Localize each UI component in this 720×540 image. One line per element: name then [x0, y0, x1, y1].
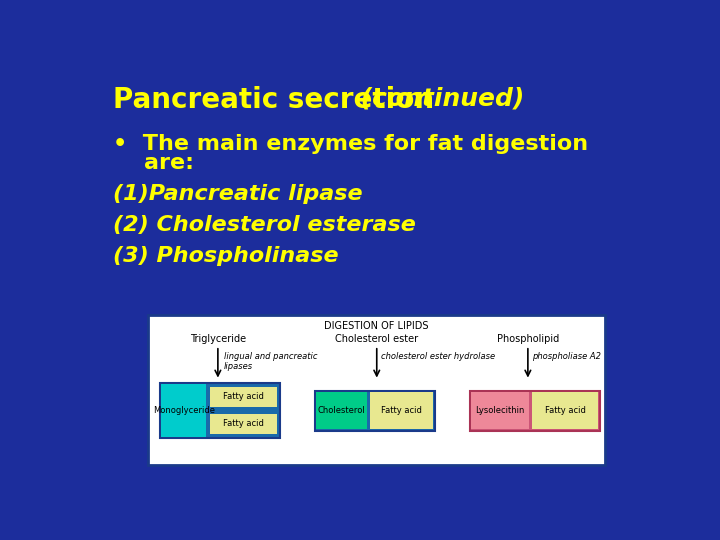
FancyBboxPatch shape: [469, 390, 600, 430]
Text: Cholesterol: Cholesterol: [318, 406, 366, 415]
Text: (1)Pancreatic lipase: (1)Pancreatic lipase: [113, 184, 363, 204]
Text: DIGESTION OF LIPIDS: DIGESTION OF LIPIDS: [325, 321, 429, 331]
FancyBboxPatch shape: [316, 392, 366, 429]
FancyBboxPatch shape: [160, 383, 280, 438]
FancyBboxPatch shape: [210, 387, 276, 408]
Text: Fatty acid: Fatty acid: [381, 406, 422, 415]
Text: cholesterol ester hydrolase: cholesterol ester hydrolase: [381, 352, 495, 361]
Text: Lysolecithin: Lysolecithin: [475, 406, 525, 415]
Text: Pancreatic secretion: Pancreatic secretion: [113, 86, 434, 114]
Text: phospholiase A2: phospholiase A2: [532, 352, 600, 361]
Text: Fatty acid: Fatty acid: [223, 419, 264, 428]
Text: Triglyceride: Triglyceride: [190, 334, 246, 345]
Text: Fatty acid: Fatty acid: [223, 392, 264, 401]
Text: are:: are:: [113, 153, 194, 173]
FancyBboxPatch shape: [472, 392, 528, 429]
Text: Fatty acid: Fatty acid: [544, 406, 585, 415]
FancyBboxPatch shape: [161, 384, 206, 437]
FancyBboxPatch shape: [370, 392, 433, 429]
Text: lingual and pancreatic
lipases: lingual and pancreatic lipases: [224, 352, 318, 372]
Text: Monoglyceride: Monoglyceride: [153, 406, 215, 415]
FancyBboxPatch shape: [210, 414, 276, 434]
FancyBboxPatch shape: [148, 315, 606, 465]
Text: •  The main enzymes for fat digestion: • The main enzymes for fat digestion: [113, 134, 588, 154]
FancyBboxPatch shape: [315, 390, 435, 430]
Text: (3) Phospholinase: (3) Phospholinase: [113, 246, 339, 266]
Text: (2) Cholesterol esterase: (2) Cholesterol esterase: [113, 215, 416, 235]
Text: Cholesterol ester: Cholesterol ester: [336, 334, 418, 345]
Text: (continued): (continued): [352, 86, 524, 110]
FancyBboxPatch shape: [532, 392, 598, 429]
Text: Phospholipid: Phospholipid: [497, 334, 559, 345]
